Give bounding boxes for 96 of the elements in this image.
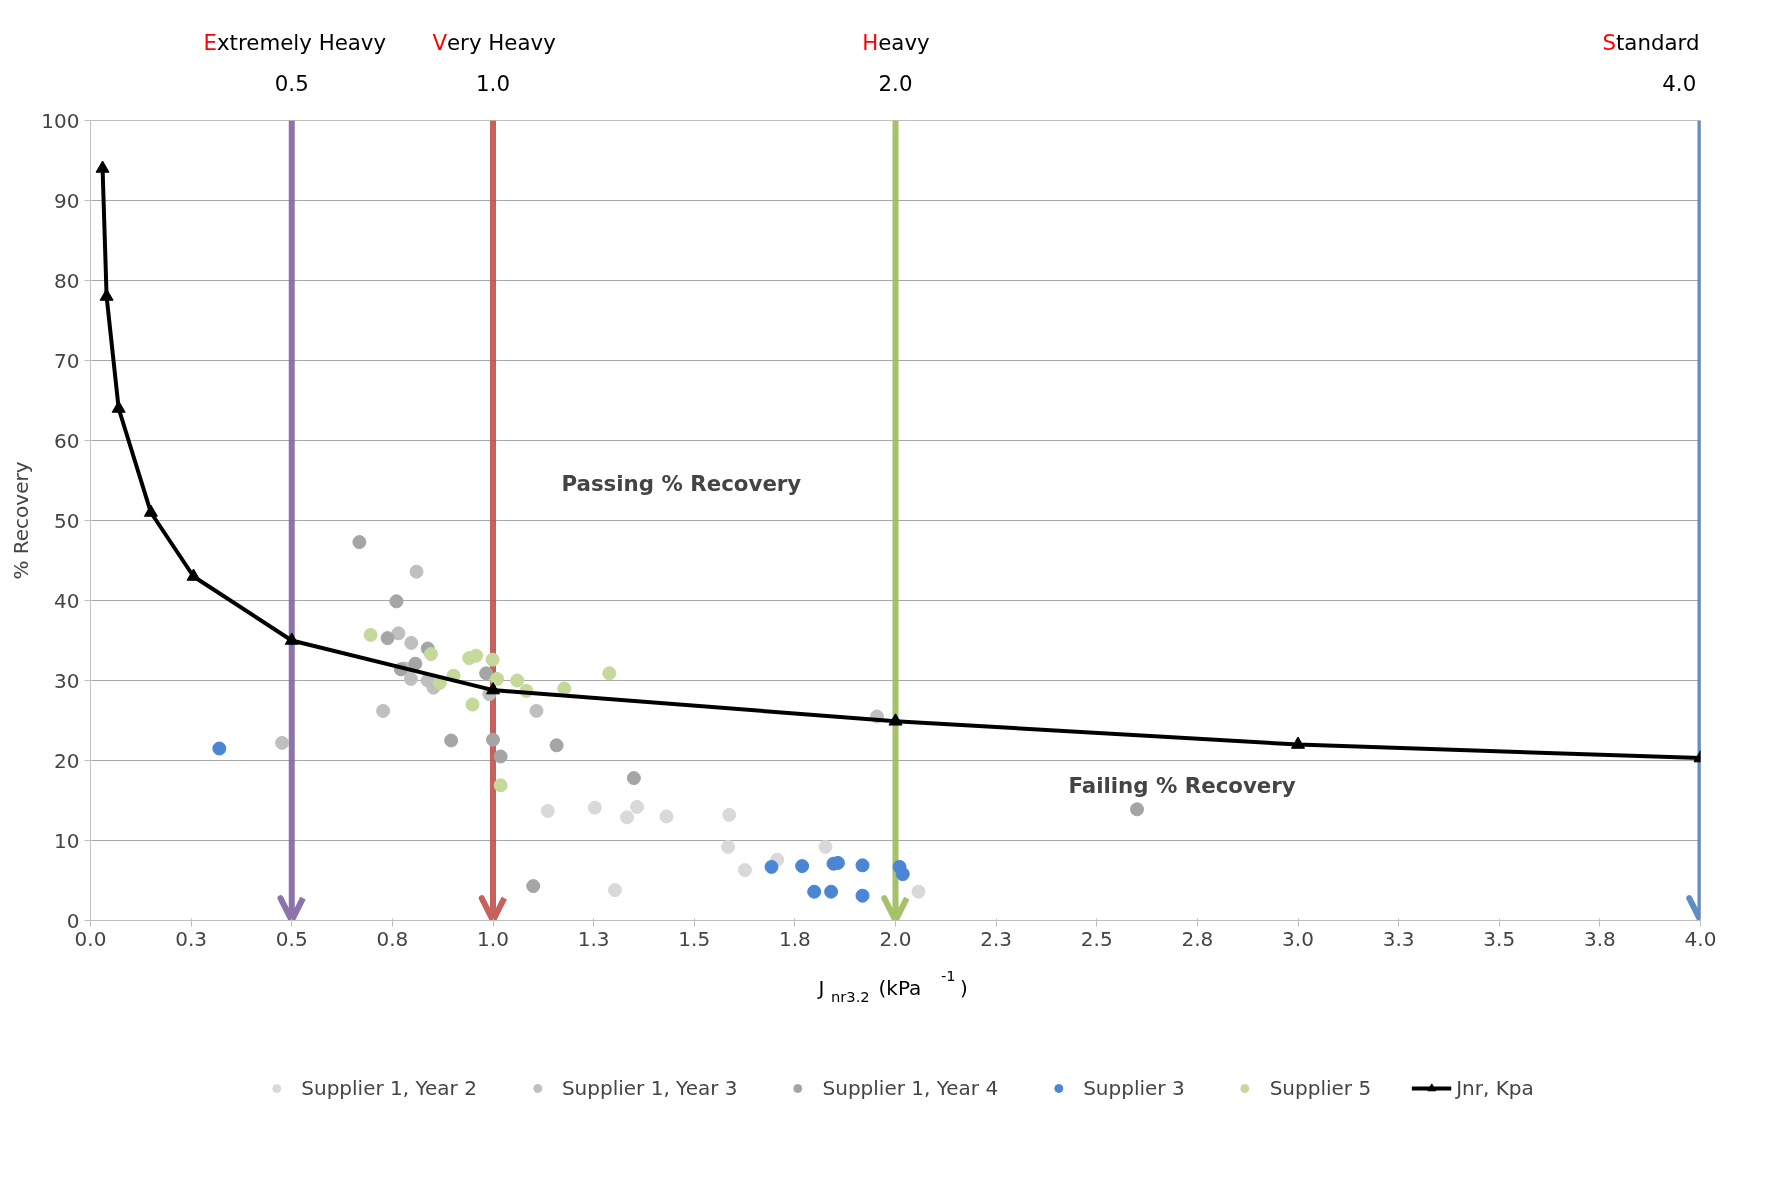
x-tick-label: 3.8 <box>1583 926 1616 951</box>
point <box>549 738 564 753</box>
legend-label: Supplier 5 <box>1269 1076 1372 1100</box>
x-tick-label: 1.8 <box>778 926 811 951</box>
x-tick-label: 3.3 <box>1382 926 1415 951</box>
point <box>469 648 484 663</box>
point <box>620 810 635 825</box>
point <box>630 799 645 814</box>
point <box>855 888 870 903</box>
legend-label: Supplier 1, Year 3 <box>561 1076 738 1100</box>
point <box>626 771 641 786</box>
annotation: Passing % Recovery <box>561 471 802 497</box>
point <box>1130 802 1144 817</box>
point <box>380 631 395 646</box>
y-tick-label: 90 <box>54 188 80 213</box>
point <box>391 626 406 641</box>
point <box>587 800 602 815</box>
point <box>526 879 541 894</box>
point <box>212 741 227 756</box>
x-tick-label: 0.3 <box>175 926 208 951</box>
point <box>722 807 737 822</box>
point <box>540 803 555 818</box>
point <box>888 713 903 726</box>
x-tick-label: 2.8 <box>1181 926 1214 951</box>
x-tick-label: 2.5 <box>1080 926 1113 951</box>
point <box>824 884 839 899</box>
point <box>404 635 419 650</box>
point <box>737 863 752 878</box>
ref-line-label: Standard 4.0 <box>1602 29 1700 96</box>
point <box>363 627 378 642</box>
annotation: Failing % Recovery <box>1068 772 1296 798</box>
point <box>721 839 736 854</box>
point <box>855 858 870 873</box>
point <box>275 735 290 750</box>
point <box>486 682 500 695</box>
point <box>95 160 110 173</box>
point <box>529 703 544 718</box>
point <box>607 883 622 898</box>
y-tick-label: 100 <box>41 108 80 133</box>
point <box>493 749 508 764</box>
x-tick-label: 2.3 <box>980 926 1013 951</box>
point <box>795 859 810 874</box>
point <box>409 564 424 579</box>
x-tick-label: 2.0 <box>879 926 912 951</box>
point <box>376 703 391 718</box>
x-tick-label: 4.0 <box>1684 926 1717 951</box>
point <box>485 652 500 667</box>
x-tick-label: 1.3 <box>577 926 610 951</box>
point <box>490 671 505 686</box>
y-tick-label: 60 <box>54 428 80 453</box>
point <box>403 671 418 686</box>
point <box>1291 736 1305 749</box>
y-tick-label: 0 <box>66 908 80 933</box>
y-tick-label: 40 <box>54 588 80 613</box>
point <box>424 647 439 662</box>
point <box>911 884 926 899</box>
point <box>818 839 833 854</box>
point <box>659 809 674 824</box>
ref-line-label: Extremely Heavy 0.5 <box>203 29 387 96</box>
ref-line-label: Very Heavy 1.0 <box>432 29 556 96</box>
point <box>557 681 572 696</box>
point <box>764 859 779 874</box>
x-tick-label: 3.0 <box>1282 926 1314 951</box>
point <box>807 884 822 899</box>
x-tick-label: 1.5 <box>678 926 711 951</box>
y-tick-label: 20 <box>54 748 80 773</box>
x-tick-label: 0.8 <box>376 926 409 951</box>
x-tick-label: 3.5 <box>1483 926 1516 951</box>
legend-label: Jnr, Kpa <box>1456 1076 1534 1100</box>
legend-label: Supplier 1, Year 2 <box>301 1076 477 1100</box>
ref-line-label: Heavy 2.0 <box>862 29 930 96</box>
point <box>284 632 299 645</box>
y-axis-title: % Recovery <box>9 461 34 580</box>
point <box>389 594 404 609</box>
point <box>444 733 459 748</box>
point <box>895 867 910 882</box>
point <box>111 400 126 413</box>
y-tick-label: 80 <box>54 268 80 293</box>
point <box>465 697 480 712</box>
point <box>186 568 201 581</box>
y-tick-label: 70 <box>54 348 80 373</box>
x-tick-label: 0.5 <box>275 926 308 951</box>
y-tick-label: 10 <box>54 828 80 853</box>
point <box>143 504 158 517</box>
point <box>602 666 617 681</box>
point <box>510 673 525 688</box>
point <box>493 778 508 793</box>
legend-label: Supplier 3 <box>1083 1076 1185 1100</box>
y-tick-label: 50 <box>54 508 80 533</box>
point <box>479 666 494 681</box>
legend-label: Supplier 1, Year 4 <box>822 1076 999 1100</box>
point <box>352 535 367 550</box>
x-tick-label: 1.0 <box>477 926 509 951</box>
y-tick-label: 30 <box>54 668 80 693</box>
point <box>408 656 423 671</box>
point <box>486 732 500 747</box>
